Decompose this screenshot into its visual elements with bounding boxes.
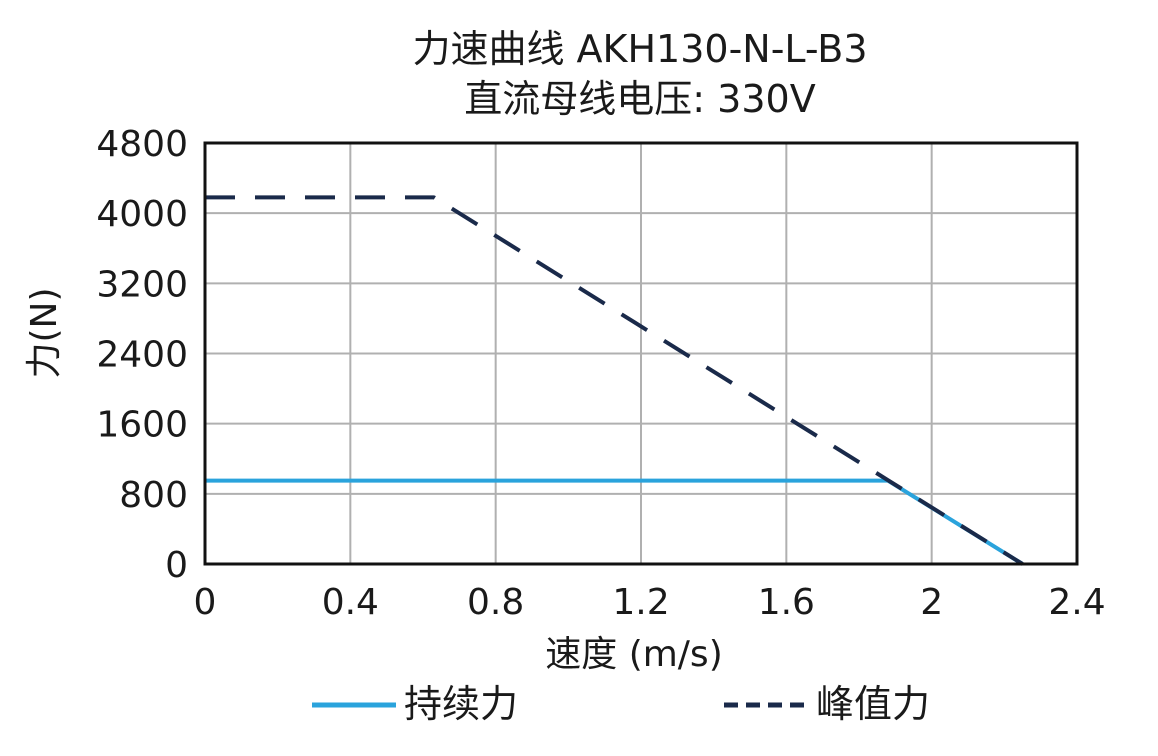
- x-tick-label: 0: [194, 582, 217, 623]
- chart-title-line-1: 力速曲线 AKH130-N-L-B3: [412, 27, 867, 71]
- legend-label-peak: 峰值力: [816, 682, 930, 726]
- x-axis-label: 速度 (m/s): [545, 634, 723, 675]
- y-tick-label: 800: [119, 475, 188, 516]
- y-tick-label: 2400: [96, 335, 188, 376]
- x-tick-label: 0.8: [467, 582, 524, 623]
- y-tick-label: 1600: [96, 405, 188, 446]
- x-tick-label: 2: [920, 582, 943, 623]
- grid-lines: [204, 142, 1078, 565]
- x-tick-label: 2.4: [1048, 582, 1105, 623]
- x-tick-labels: 0 0.4 0.8 1.2 1.6 2 2.4: [194, 582, 1106, 623]
- chart-title-line-2: 直流母线电压: 330V: [464, 77, 815, 121]
- series-line-peak-force: [205, 195, 1024, 566]
- y-tick-label: 0: [165, 545, 188, 586]
- plot-frame: [203, 141, 1079, 566]
- legend: 持续力 峰值力: [312, 682, 930, 726]
- y-tick-label: 4000: [96, 194, 188, 235]
- y-tick-label: 4800: [96, 124, 188, 165]
- series-layer: [205, 195, 1024, 566]
- x-tick-label: 1.6: [758, 582, 815, 623]
- y-tick-label: 3200: [96, 264, 188, 305]
- x-tick-label: 1.2: [612, 582, 669, 623]
- y-axis-label: 力(N): [24, 287, 65, 378]
- x-tick-label: 0.4: [322, 582, 379, 623]
- y-tick-labels: 0 800 1600 2400 3200 4000 4800: [96, 124, 188, 586]
- legend-label-continuous: 持续力: [404, 682, 518, 726]
